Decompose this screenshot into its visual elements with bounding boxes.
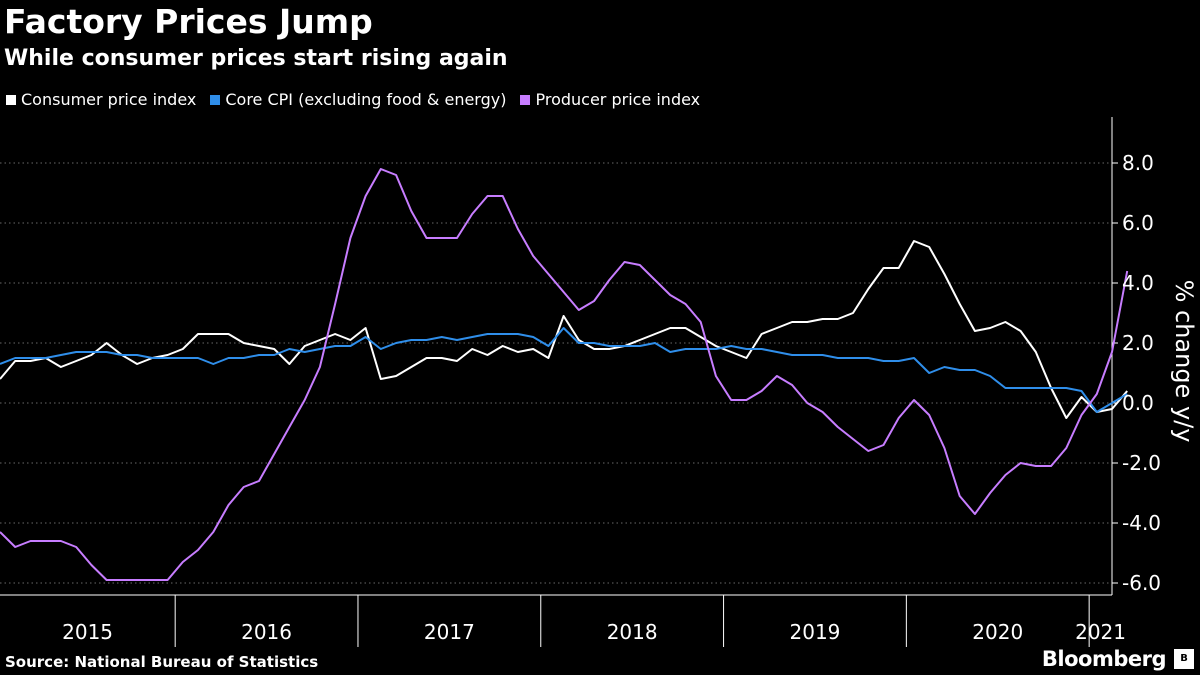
x-tick-label: 2021 — [1075, 620, 1126, 644]
legend-item-ppi: Producer price index — [520, 90, 700, 110]
cpi-line — [0, 240, 1128, 419]
bloomberg-logo: Bloomberg — [1041, 647, 1167, 671]
y-tick-label: -6.0 — [1122, 571, 1161, 595]
series-lines — [0, 168, 1129, 581]
y-tick-label: 0.0 — [1122, 391, 1154, 415]
y-tick-label: 8.0 — [1122, 151, 1154, 175]
x-tick-label: 2020 — [972, 620, 1023, 644]
bloomberg-badge-icon: B — [1174, 649, 1194, 669]
legend-item-cpi: Consumer price index — [6, 90, 196, 110]
core-cpi-line — [0, 327, 1128, 413]
legend-swatch-core-cpi — [210, 95, 221, 105]
bloomberg-badge-letter: B — [1180, 653, 1188, 664]
legend-swatch-ppi — [520, 95, 531, 105]
x-tick-label: 2017 — [424, 620, 475, 644]
y-tick-label: 2.0 — [1122, 331, 1154, 355]
x-tick-label: 2019 — [790, 620, 841, 644]
y-tick-label: -4.0 — [1122, 511, 1161, 535]
legend-label-ppi: Producer price index — [535, 90, 701, 109]
axes — [0, 117, 1118, 647]
source-note: Source: National Bureau of Statistics — [5, 653, 319, 671]
x-tick-label: 2018 — [607, 620, 658, 644]
ppi-line — [0, 168, 1129, 581]
axis-labels: -6.0 -4.0 -2.0 0.0 2.0 4.0 6.0 8.0 2015 2016 2017 2… — [62, 151, 1198, 644]
legend-item-core-cpi: Core CPI (excluding food & energy) — [210, 90, 506, 110]
y-axis-label: % change y/y — [1170, 280, 1198, 443]
chart-title: Factory Prices Jump — [4, 2, 373, 41]
y-tick-label: 6.0 — [1122, 211, 1154, 235]
legend-swatch-cpi — [6, 95, 16, 105]
gridlines — [0, 162, 1112, 584]
chart-legend: Consumer price index Core CPI (excluding… — [6, 90, 714, 110]
legend-label-cpi: Consumer price index — [21, 90, 197, 109]
y-tick-label: -2.0 — [1122, 451, 1161, 475]
legend-label-core-cpi: Core CPI (excluding food & energy) — [225, 90, 507, 109]
y-tick-label: 4.0 — [1122, 271, 1154, 295]
chart-subtitle: While consumer prices start rising again — [4, 46, 508, 71]
x-tick-label: 2015 — [62, 620, 113, 644]
x-tick-label: 2016 — [241, 620, 292, 644]
